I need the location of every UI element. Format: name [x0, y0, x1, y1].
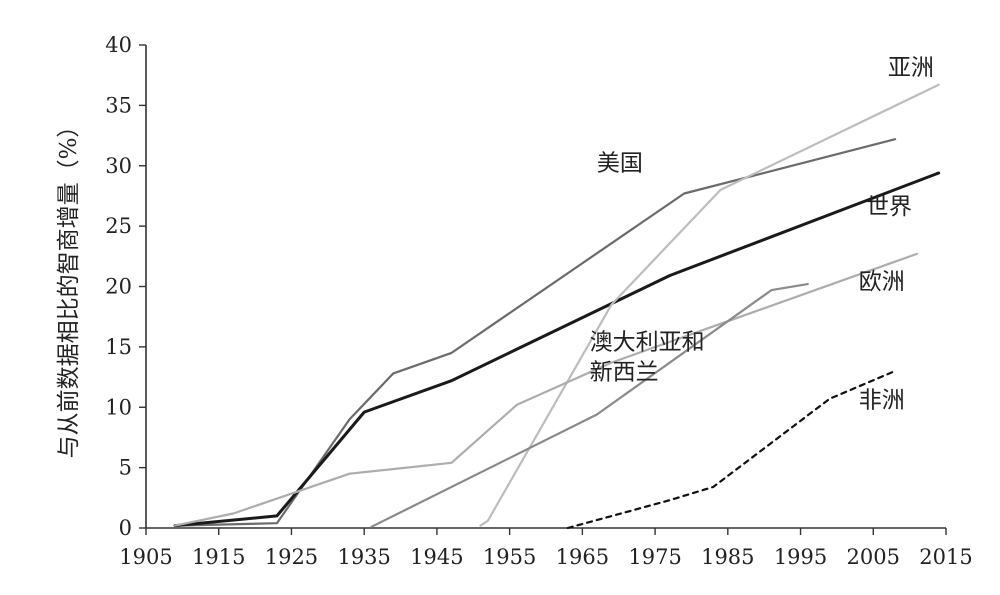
- y-tick-label: 10: [105, 395, 132, 419]
- x-tick-label: 1995: [774, 545, 827, 569]
- y-tick-label: 5: [119, 456, 132, 480]
- x-tick-label: 1935: [337, 545, 390, 569]
- x-tick-label: 1985: [701, 545, 754, 569]
- series-label: 新西兰: [590, 359, 659, 385]
- y-tick-label: 40: [105, 33, 132, 57]
- y-tick-label: 0: [119, 516, 132, 540]
- x-tick-label: 1965: [556, 545, 609, 569]
- x-tick-label: 1945: [410, 545, 463, 569]
- series-group: [173, 83, 941, 530]
- series-label: 世界: [866, 194, 912, 220]
- x-tick-label: 2005: [847, 545, 900, 569]
- x-tick-label: 2015: [919, 545, 972, 569]
- series-label: 亚洲: [888, 55, 934, 81]
- series-line: [479, 83, 940, 527]
- series-label: 欧洲: [859, 269, 905, 295]
- y-ticks: 0 5 10 15 20 25 30 35 40: [105, 33, 146, 540]
- series-line: [174, 252, 919, 527]
- y-tick-label: 20: [105, 275, 132, 299]
- y-tick-label: 35: [105, 93, 132, 117]
- series-label: 澳大利亚和: [590, 329, 705, 355]
- series-line: [173, 171, 941, 528]
- y-tick-label: 25: [105, 214, 132, 238]
- x-tick-label: 1955: [483, 545, 536, 569]
- x-tick-label: 1915: [192, 545, 245, 569]
- y-tick-label: 30: [105, 154, 132, 178]
- x-tick-label: 1905: [119, 545, 172, 569]
- series-label: 非洲: [859, 387, 905, 413]
- series-label: 美国: [597, 151, 643, 177]
- series-line: [566, 369, 897, 530]
- y-tick-label: 15: [105, 335, 132, 359]
- x-ticks: 1905 1915 1925 1935 1945 1955 1965 1975 1985 1995…: [119, 528, 973, 569]
- y-axis-label: 与从前数据相比的智商增量（%）: [56, 115, 82, 459]
- series-line: [174, 138, 897, 527]
- x-tick-label: 1925: [265, 545, 318, 569]
- x-tick-label: 1975: [628, 545, 681, 569]
- series-line: [370, 283, 809, 528]
